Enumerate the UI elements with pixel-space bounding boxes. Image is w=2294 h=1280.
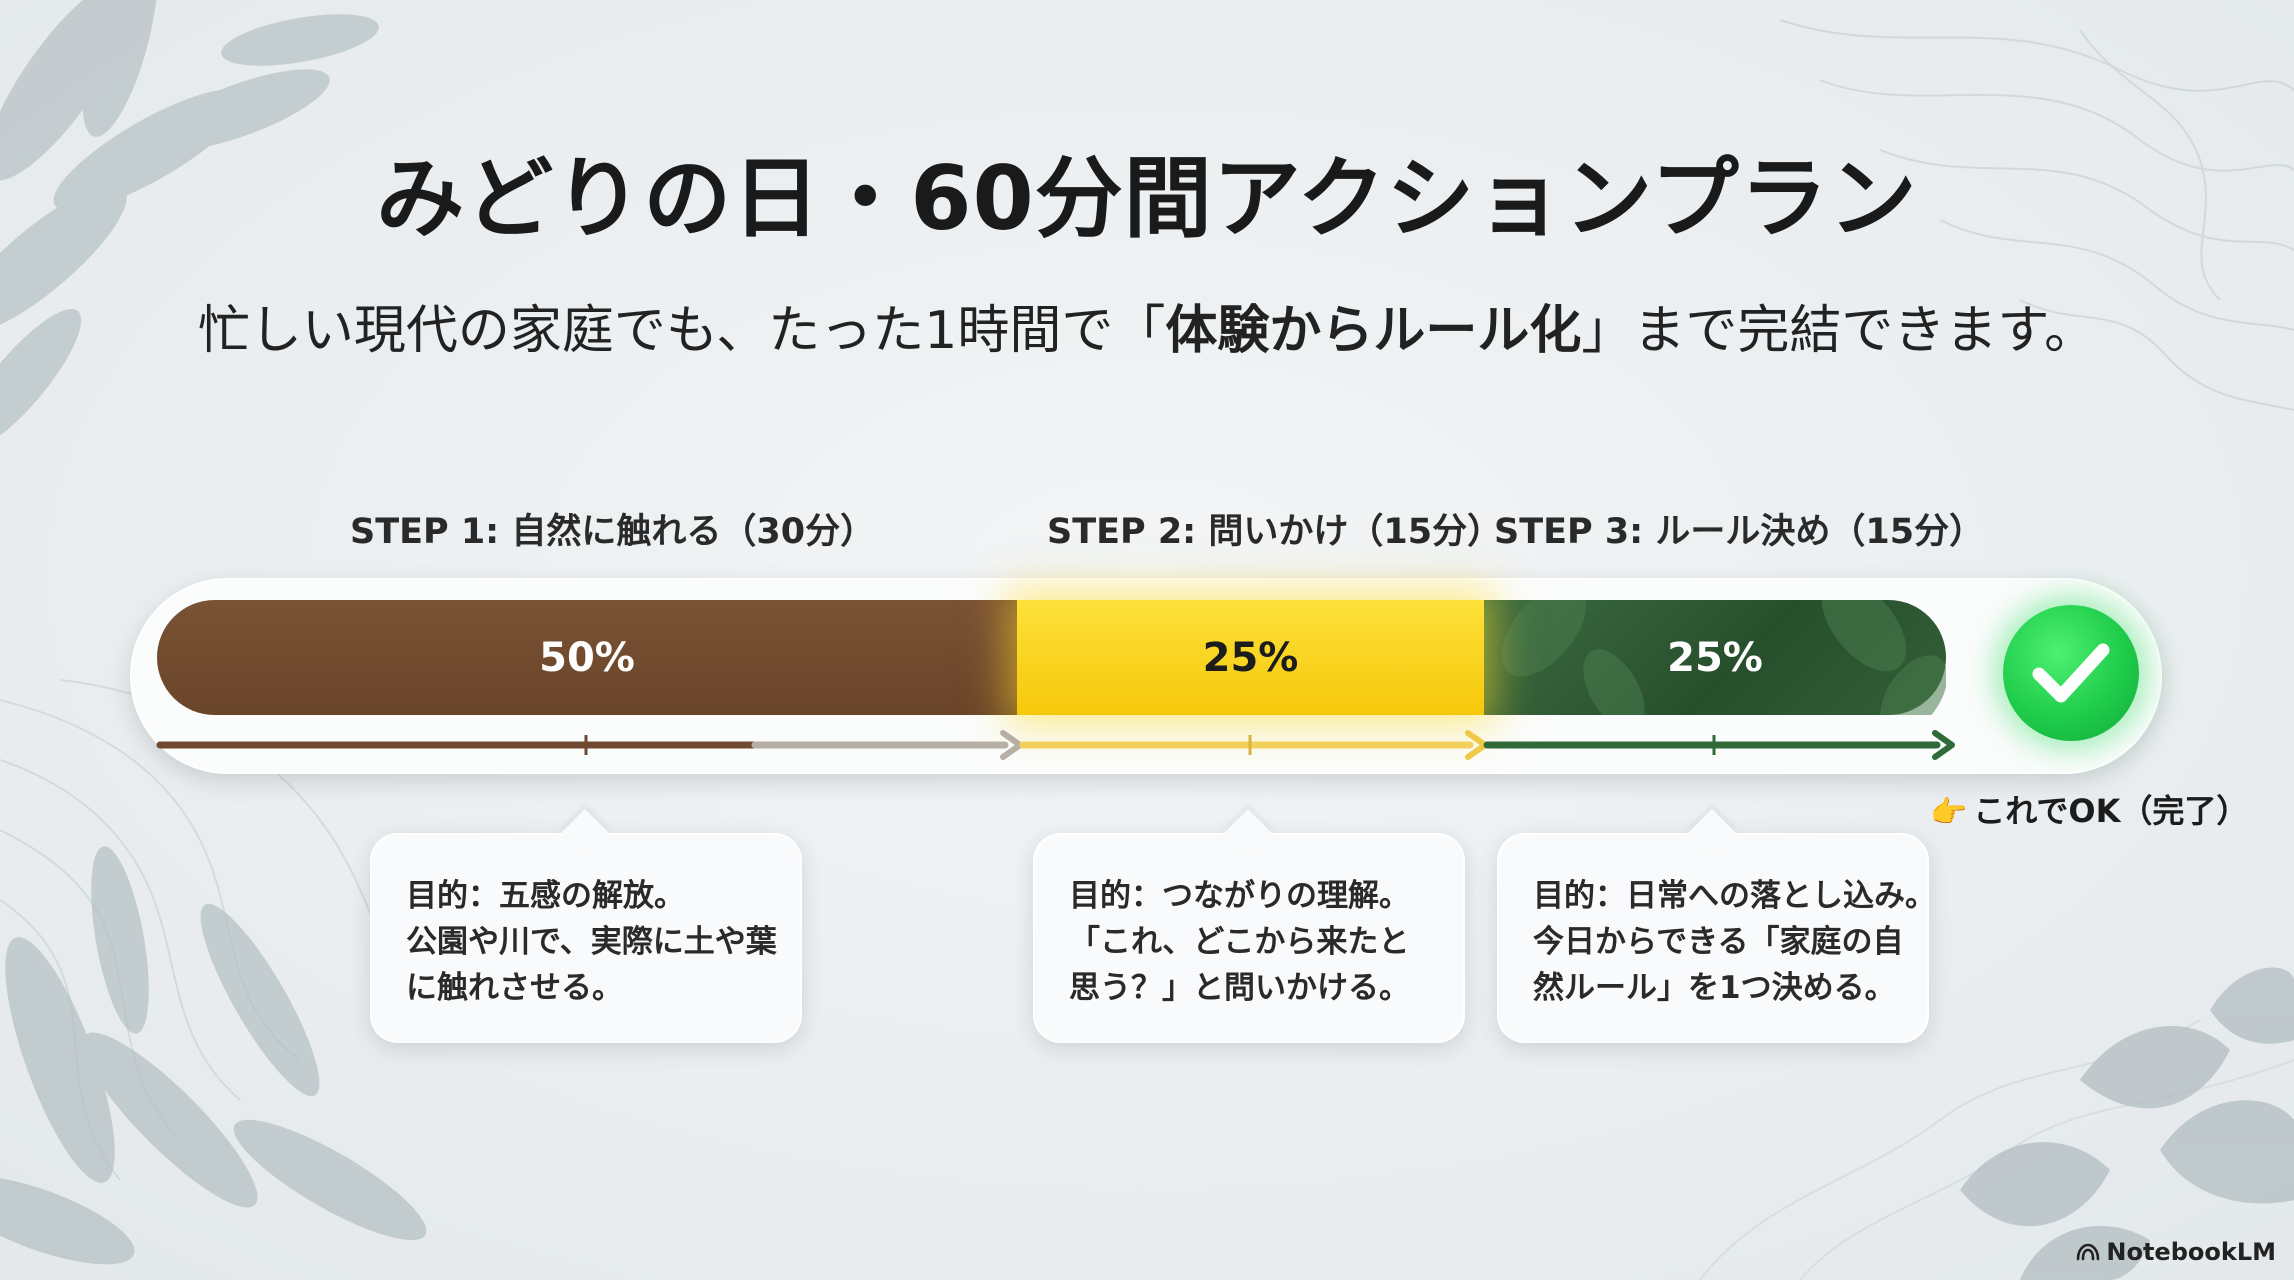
- pointing-hand-icon: 👉: [1930, 795, 1968, 830]
- step-3-segment: 25%: [1484, 600, 1946, 715]
- check-circle-icon: [2003, 605, 2139, 741]
- step-1-callout: 目的：五感の解放。 公園や川で、実際に土や葉 に触れさせる。: [370, 833, 802, 1043]
- brand-name: NotebookLM: [2106, 1238, 2276, 1266]
- step-1-label: STEP 1: 自然に触れる（30分）: [350, 512, 876, 552]
- subtitle-text-after: 」まで完結できます。: [1581, 301, 2097, 361]
- notebooklm-branding: NotebookLM: [2076, 1238, 2276, 1266]
- step-1-segment: 50%: [157, 600, 1017, 715]
- completion-label: 👉 これでOK（完了）: [1930, 786, 2248, 832]
- subtitle-emphasis: 体験からルール化: [1165, 301, 1582, 361]
- step-1-purpose: 目的：五感の解放。: [406, 878, 685, 914]
- step-3-label: STEP 3: ルール決め（15分）: [1494, 512, 1985, 552]
- step-2-detail-line-1: 「これ、どこから来たと: [1069, 924, 1410, 960]
- step-2-percent: 25%: [1202, 634, 1299, 681]
- step-3-detail-line-1: 今日からできる「家庭の自: [1533, 924, 1904, 960]
- step-1-detail-line-1: 公園や川で、実際に土や葉: [406, 924, 777, 960]
- step-2-detail-line-2: 思う？」と問いかける。: [1069, 970, 1410, 1006]
- timeline-arrows: [156, 730, 1955, 760]
- step-3-percent: 25%: [1667, 634, 1763, 681]
- page-title: みどりの日・60分間アクションプラン: [376, 147, 1918, 250]
- step-2-callout: 目的：つながりの理解。 「これ、どこから来たと 思う？」と問いかける。: [1033, 833, 1465, 1043]
- step-2-purpose: 目的：つながりの理解。: [1069, 878, 1410, 914]
- step-2-segment: 25%: [1017, 600, 1484, 715]
- step-3-detail-line-2: 然ルール」を1つ決める。: [1533, 970, 1896, 1006]
- step-3-purpose: 目的：日常への落とし込み。: [1533, 878, 1936, 914]
- leaf-texture-icon: [1501, 600, 1946, 715]
- completion-text: これでOK（完了）: [1973, 792, 2249, 830]
- step-3-callout: 目的：日常への落とし込み。 今日からできる「家庭の自 然ルール」を1つ決める。: [1497, 833, 1936, 1043]
- step-2-label: STEP 2: 問いかけ（15分）: [1047, 512, 1503, 552]
- notebooklm-logo-icon: [2077, 1243, 2100, 1261]
- page-subtitle: 忙しい現代の家庭でも、たった1時間で「体験からルール化」まで完結できます。: [0, 288, 2294, 363]
- subtitle-text-before: 忙しい現代の家庭でも、たった1時間で「: [197, 301, 1166, 361]
- step-1-detail-line-2: に触れさせる。: [406, 970, 623, 1006]
- step-3-arrowhead: [1932, 730, 1955, 760]
- step-1-percent: 50%: [539, 634, 635, 681]
